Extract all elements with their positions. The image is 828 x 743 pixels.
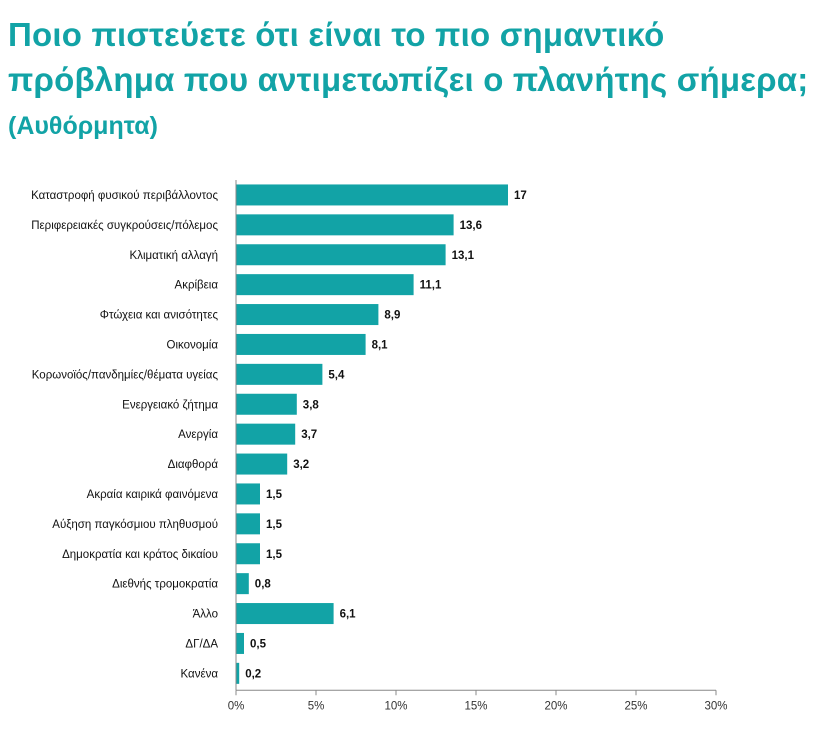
data-label: 3,7 (301, 429, 317, 441)
bar (236, 632, 244, 654)
bar (236, 274, 414, 296)
x-tick-label: 0% (228, 700, 245, 712)
data-label: 1,5 (266, 549, 283, 561)
bar (236, 304, 379, 326)
category-label: Άλλο (193, 609, 218, 621)
x-tick-label: 15% (464, 700, 487, 712)
category-label: Οικονομία (167, 339, 219, 351)
data-label: 3,2 (293, 459, 309, 471)
bar (236, 393, 297, 415)
data-label: 8,1 (372, 339, 389, 351)
category-label: Κορωνοϊός/πανδημίες/θέματα υγείας (32, 369, 219, 381)
category-label: Ενεργειακό ζήτημα (122, 399, 218, 411)
bar (236, 573, 249, 595)
category-label: Κανένα (181, 668, 219, 680)
bar (236, 244, 446, 266)
category-label: ΔΓ/ΔΑ (185, 638, 218, 650)
data-label: 8,9 (384, 310, 400, 322)
data-label: 1,5 (266, 519, 283, 531)
data-label: 0,8 (255, 579, 272, 591)
data-label: 6,1 (340, 609, 357, 621)
category-label: Διαφθορά (168, 459, 219, 471)
category-label: Ακραία καιρικά φαινόμενα (87, 489, 219, 501)
chart-subtitle: (Αυθόρμητα) (8, 112, 158, 140)
bar (236, 483, 260, 505)
bar (236, 184, 508, 206)
category-label: Κλιματική αλλαγή (130, 250, 218, 262)
bar (236, 214, 454, 236)
x-tick-label: 20% (544, 700, 567, 712)
bar (236, 333, 366, 355)
x-tick-label: 10% (384, 700, 407, 712)
category-label: Φτώχεια και ανισότητες (100, 310, 219, 322)
data-label: 11,1 (420, 280, 442, 292)
data-label: 0,5 (250, 638, 267, 650)
category-label: Καταστροφή φυσικού περιβάλλοντος (31, 190, 218, 202)
chart-title: Ποιο πιστεύετε ότι είναι το πιο σημαντικ… (8, 16, 809, 98)
data-label: 1,5 (266, 489, 283, 501)
bar (236, 453, 288, 475)
bar (236, 603, 334, 625)
data-label: 5,4 (328, 369, 345, 381)
bar (236, 423, 296, 445)
data-label: 13,6 (460, 220, 482, 232)
bar (236, 363, 323, 385)
data-label: 13,1 (452, 250, 475, 262)
category-label: Δημοκρατία και κράτος δικαίου (62, 549, 218, 561)
data-label: 0,2 (245, 668, 261, 680)
data-label: 3,8 (303, 399, 320, 411)
bar (236, 662, 240, 684)
data-label: 17 (514, 190, 527, 202)
bar (236, 513, 260, 535)
category-label: Περιφερειακές συγκρούσεις/πόλεμος (31, 220, 218, 232)
category-label: Διεθνής τρομοκρατία (112, 579, 218, 591)
bar (236, 543, 260, 565)
x-tick-label: 5% (308, 700, 325, 712)
chart-header: Ποιο πιστεύετε ότι είναι το πιο σημαντικ… (8, 12, 820, 140)
category-label: Ακρίβεια (175, 280, 219, 292)
x-tick-label: 30% (704, 700, 727, 712)
category-label: Αύξηση παγκόσμιου πληθυσμού (52, 519, 218, 531)
x-tick-label: 25% (624, 700, 647, 712)
category-label: Ανεργία (178, 429, 218, 441)
